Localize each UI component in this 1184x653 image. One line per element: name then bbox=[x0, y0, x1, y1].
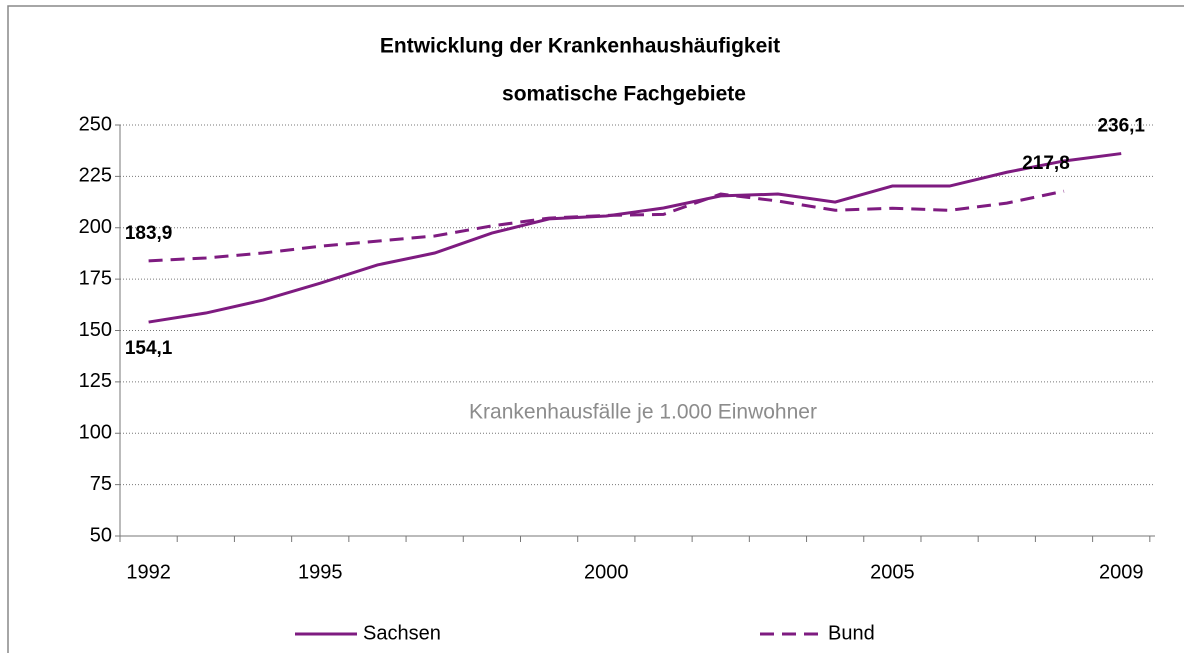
data-label: 236,1 bbox=[1097, 116, 1145, 137]
y-tick-label: 125 bbox=[79, 370, 112, 392]
y-tick-label: 50 bbox=[90, 524, 112, 546]
chart-title: Entwicklung der Krankenhaushäufigkeit bbox=[380, 35, 780, 58]
y-tick-label: 175 bbox=[79, 267, 112, 289]
x-tick-label: 2000 bbox=[584, 561, 629, 583]
legend-label: Sachsen bbox=[363, 622, 441, 644]
y-tick-label: 75 bbox=[90, 473, 112, 495]
y-tick-label: 100 bbox=[79, 422, 112, 444]
data-label: 217,8 bbox=[1022, 153, 1070, 174]
data-label: 154,1 bbox=[125, 338, 173, 359]
annotation: Krankenhausfälle je 1.000 Einwohner bbox=[469, 401, 817, 424]
y-tick-label: 225 bbox=[79, 165, 112, 187]
y-tick-label: 150 bbox=[79, 319, 112, 341]
x-tick-label: 1995 bbox=[298, 561, 343, 583]
data-label: 183,9 bbox=[125, 223, 173, 244]
x-tick-label: 2005 bbox=[870, 561, 915, 583]
legend-label: Bund bbox=[828, 622, 875, 644]
y-tick-label: 250 bbox=[79, 113, 112, 135]
x-tick-label: 1992 bbox=[126, 561, 171, 583]
line-series bbox=[148, 152, 1122, 324]
y-tick-label: 200 bbox=[79, 216, 112, 238]
frame bbox=[7, 5, 1184, 653]
chart-subtitle: somatische Fachgebiete bbox=[502, 83, 746, 106]
x-tick-label: 2009 bbox=[1099, 561, 1144, 583]
line-series bbox=[148, 189, 1065, 263]
